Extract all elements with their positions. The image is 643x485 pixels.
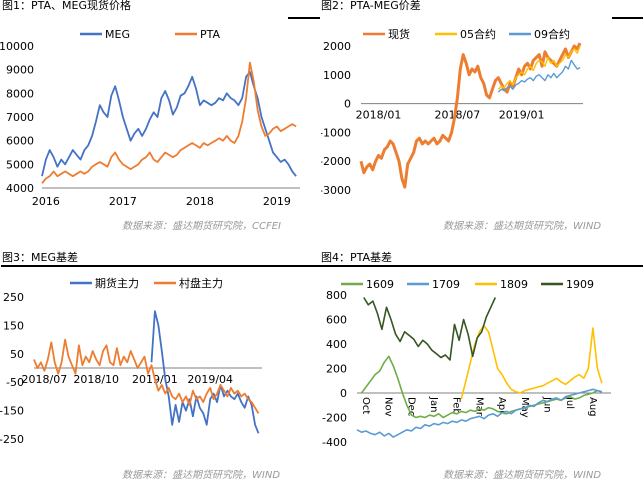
figure-source: 数据来源：盛达期货研究院，WIND: [443, 470, 602, 481]
y-tick-label: 1000: [323, 69, 351, 82]
legend-label: 1609: [366, 278, 394, 291]
y-tick-label: -1000: [321, 126, 351, 139]
legend-label: 期货主力: [95, 276, 139, 290]
figure-title: 图2：PTA-MEG价差: [321, 0, 421, 12]
title-rule: [1, 265, 321, 267]
figure-source: 数据来源：盛达期货研究院，WIND: [443, 221, 602, 232]
y-tick-label: 2000: [323, 40, 351, 53]
y-tick-label: 9000: [6, 64, 34, 77]
figure-title: 图1：PTA、MEG现货价格: [2, 0, 131, 12]
title-rule: [321, 265, 643, 267]
y-tick-label: 400: [326, 338, 347, 351]
x-tick-label: Aug: [587, 397, 598, 417]
chart-pta-basis: 800 600 400 200 0 -200 -400 Oct Nov Dec Jan Feb Mar A…: [322, 278, 611, 449]
y-tick-label: 0: [344, 98, 351, 111]
y-tick-label: 800: [326, 289, 347, 302]
x-tick-label: 2018/07: [435, 109, 481, 122]
x-tick-label: 2019: [263, 195, 291, 208]
x-tick-label: Dec: [405, 397, 416, 416]
y-tick-label: 150: [3, 319, 24, 332]
y-tick-label: 5000: [6, 158, 34, 171]
series-line-1909: [363, 297, 497, 361]
y-tick-label: 200: [326, 363, 347, 376]
y-tick-label: -200: [322, 412, 347, 425]
series-line-MEG: [41, 71, 297, 177]
legend-label: 现货: [388, 27, 410, 41]
y-tick-label: 10000: [0, 40, 34, 53]
x-tick-label: 2019/04: [187, 373, 233, 386]
y-tick-label: -400: [322, 436, 347, 449]
legend-label: MEG: [105, 28, 130, 41]
x-tick-label: 2018: [186, 195, 214, 208]
legend-label: 村盘主力: [179, 276, 223, 290]
series-line-09合约: [497, 59, 581, 93]
x-tick-label: 2018/07: [22, 373, 68, 386]
figure-title: 图4：PTA基差: [321, 251, 393, 264]
title-rule: [288, 17, 320, 19]
y-tick-label: -2000: [321, 155, 351, 168]
x-tick-label: 2018/01: [356, 109, 402, 122]
x-tick-label: 2016: [32, 195, 60, 208]
legend-label: 1809: [500, 278, 528, 291]
y-tick-label: 600: [326, 314, 347, 327]
y-tick-label: 0: [340, 387, 347, 400]
title-rule: [612, 17, 643, 19]
legend-label: PTA: [200, 28, 220, 41]
y-tick-label: -50: [6, 376, 24, 389]
series-line-现货: [359, 42, 582, 189]
x-tick-label: Jan: [428, 396, 439, 412]
y-tick-label: 4000: [6, 182, 34, 195]
y-tick-label: 7000: [6, 111, 34, 124]
x-tick-label: Apr: [496, 397, 507, 415]
y-tick-label: 50: [10, 348, 24, 361]
legend-label: 1909: [566, 278, 594, 291]
x-tick-label: Nov: [383, 397, 394, 417]
y-tick-label: 8000: [6, 87, 34, 100]
figure-source: 数据来源：盛达期货研究院，WIND: [122, 470, 281, 481]
series-line-1709: [356, 388, 603, 438]
legend-label: 1709: [432, 278, 460, 291]
x-tick-label: Feb: [451, 397, 462, 415]
x-tick-label: Jun: [541, 396, 552, 413]
x-tick-label: 2018/10: [73, 373, 119, 386]
y-tick-label: 6000: [6, 135, 34, 148]
series-line-05合约: [497, 45, 581, 90]
y-tick-label: -150: [0, 405, 24, 418]
x-tick-label: Mar: [473, 397, 484, 417]
legend-label: 05合约: [460, 27, 496, 41]
series-line-PTA: [41, 61, 297, 184]
series-line-村盘主力: [33, 338, 260, 414]
x-tick-label: Jul: [564, 396, 575, 409]
figure-title: 图3：MEG基差: [2, 251, 78, 264]
x-tick-label: 2019/01: [499, 109, 545, 122]
x-tick-label: 2017: [109, 195, 137, 208]
legend-label: 09合约: [534, 27, 570, 41]
figure-source: 数据来源：盛达期货研究院，CCFEI: [122, 221, 281, 232]
y-tick-label: 250: [3, 291, 24, 304]
series-line-期货主力: [150, 310, 260, 434]
x-tick-label: Oct: [360, 397, 371, 414]
y-tick-label: -3000: [321, 184, 351, 197]
chart-pta-meg-spread: 2000 1000 0 -1000 -2000 -3000 2018/01 2018/07 20…: [321, 27, 583, 197]
y-tick-label: -250: [0, 433, 24, 446]
series-line-1809: [460, 324, 603, 400]
